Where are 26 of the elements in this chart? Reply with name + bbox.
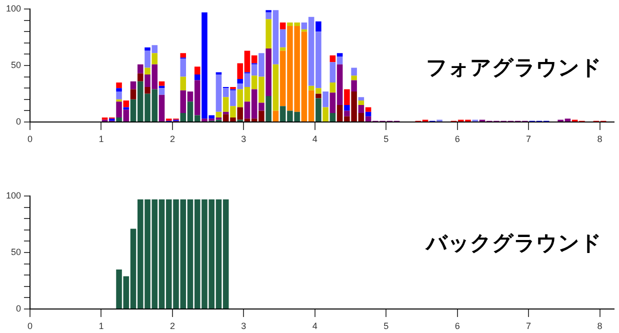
x-tick-label: 6 [454,320,460,331]
x-tick-label: 3 [241,134,246,144]
x-tick-label: 8 [597,320,602,331]
y-tick-label: 0 [16,116,21,126]
x-tick-label: 4 [312,134,318,144]
y-tick-label: 100 [6,3,21,14]
text: バックグラウンド [425,231,602,256]
x-tick-label: 2 [170,134,175,144]
text: フォアグラウンド [426,55,602,80]
x-tick-label: 6 [454,134,460,144]
y-tick-label: 0 [16,303,21,314]
x-tick-label: 4 [312,320,318,331]
y-tick-label: 50 [10,60,21,70]
x-tick-label: 5 [384,320,389,331]
x-tick-label: 7 [526,134,532,144]
x-tick-label: 3 [241,320,246,331]
x-tick-label: 2 [170,320,175,331]
x-tick-label: 1 [98,134,104,144]
x-tick-label: 7 [526,320,532,331]
x-tick-label: 0 [27,320,33,331]
x-tick-label: 0 [27,134,33,144]
x-tick-label: 8 [597,134,602,144]
y-tick-label: 50 [10,246,21,257]
x-tick-label: 5 [384,134,389,144]
x-tick-label: 1 [98,320,104,331]
y-tick-label: 100 [6,190,21,200]
